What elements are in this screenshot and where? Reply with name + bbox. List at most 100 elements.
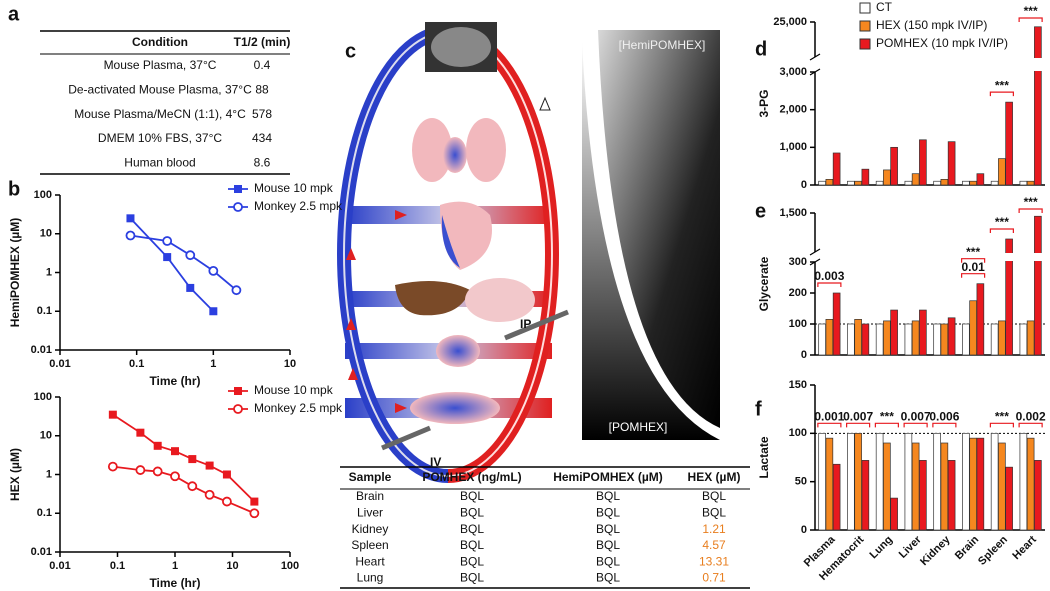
- table-cell: 1.21: [702, 522, 726, 536]
- table-header: Sample: [349, 470, 392, 484]
- legend-label: Monkey 2.5 mpk: [254, 199, 343, 213]
- marker: [209, 307, 218, 316]
- y-tick-label: 25,000: [773, 16, 807, 28]
- table-cell: 0.4: [254, 58, 271, 72]
- significance-label: ***: [966, 245, 980, 259]
- marker: [233, 202, 243, 212]
- route-label: IP: [520, 317, 531, 331]
- y-tick-label: 100: [34, 391, 52, 403]
- marker: [233, 404, 243, 414]
- legend-swatch: [859, 2, 871, 14]
- bar: [890, 497, 898, 531]
- bar: [883, 169, 891, 186]
- bar: [1026, 320, 1035, 356]
- marker: [107, 461, 118, 472]
- bar: [919, 139, 927, 186]
- series-line: [112, 465, 255, 515]
- bar: [998, 158, 1006, 186]
- bar: [998, 442, 1006, 531]
- bar: [904, 180, 913, 186]
- table-header: T1/2 (min): [234, 35, 291, 49]
- bar: [875, 432, 884, 531]
- marker: [188, 455, 197, 464]
- bar: [825, 179, 834, 186]
- marker: [234, 185, 242, 193]
- bar: [919, 460, 927, 531]
- legend-swatch: [859, 38, 871, 50]
- bar: [940, 179, 949, 186]
- bar: [1005, 101, 1013, 186]
- significance-label: ***: [995, 410, 1009, 424]
- bar: [969, 180, 977, 186]
- x-tick-label: Heart: [1010, 533, 1039, 562]
- axis-break-mark: [809, 258, 821, 266]
- axis-break: [809, 253, 1045, 261]
- legend-label: HEX (150 mpk IV/IP): [876, 18, 987, 32]
- bar: [1026, 180, 1035, 186]
- bar: [825, 437, 834, 531]
- y-tick-label: 1: [46, 468, 52, 480]
- x-tick-label: Kidney: [918, 533, 953, 568]
- bar: [919, 309, 927, 356]
- bar: [1019, 323, 1028, 356]
- x-tick-label: 10: [226, 560, 238, 572]
- y-axis-label: HEX (µM): [8, 448, 22, 501]
- significance-bracket: [817, 282, 842, 287]
- bar: [933, 323, 941, 356]
- panel-label: a: [8, 3, 20, 25]
- marker: [249, 508, 260, 519]
- bar: [998, 320, 1006, 356]
- marker: [187, 481, 198, 492]
- marker: [234, 387, 242, 395]
- y-tick-label: 1,500: [779, 207, 807, 219]
- y-axis-label: HemiPOMHEX (µM): [8, 218, 22, 328]
- bar: [1019, 180, 1028, 186]
- x-tick-label: 0.1: [129, 358, 144, 370]
- y-tick-label: 100: [34, 189, 52, 201]
- marker: [185, 250, 196, 261]
- x-axis-label: Time (hr): [149, 374, 200, 388]
- significance-bracket: [846, 422, 871, 428]
- table-cell: BQL: [460, 571, 484, 585]
- bar: [1019, 432, 1028, 531]
- significance-label: 0.003: [814, 269, 844, 283]
- marker: [170, 471, 180, 482]
- table-cell: DMEM 10% FBS, 37°C: [98, 131, 223, 145]
- table-cell: 88: [255, 82, 269, 96]
- bar: [861, 323, 870, 356]
- y-tick-label: 0: [801, 349, 807, 361]
- x-tick-label: 1: [210, 358, 216, 370]
- bar: [1034, 26, 1042, 186]
- significance-label: ***: [1024, 4, 1038, 18]
- legend-label: Mouse 10 mpk: [254, 383, 334, 397]
- table-cell: BQL: [596, 554, 620, 568]
- marker: [208, 265, 219, 276]
- panel-label: c: [345, 40, 356, 62]
- table-cell: 0.71: [702, 571, 726, 585]
- table-cell: 13.31: [699, 554, 729, 568]
- significance-label: 0.002: [1016, 410, 1046, 424]
- bar: [933, 180, 941, 186]
- bar: [847, 323, 855, 356]
- marker: [126, 214, 135, 223]
- table-cell: BQL: [460, 522, 484, 536]
- axis-break: [809, 58, 1045, 71]
- bar: [875, 180, 884, 186]
- significance-bracket: [903, 422, 928, 428]
- marker: [250, 497, 259, 506]
- marker: [204, 489, 215, 500]
- table-cell: Liver: [357, 505, 383, 519]
- table-cell: Mouse Plasma/MeCN (1:1), 4°C: [74, 107, 246, 121]
- series-line: [112, 413, 255, 503]
- table-cell: Human blood: [124, 155, 195, 169]
- marker: [162, 236, 173, 246]
- significance-bracket: [817, 422, 842, 428]
- bar: [825, 319, 834, 356]
- marker: [231, 285, 242, 296]
- bar: [904, 323, 913, 356]
- significance-label: ***: [995, 215, 1009, 229]
- bar: [990, 323, 999, 356]
- y-tick-label: 0: [801, 524, 807, 536]
- x-tick-label: 0.01: [49, 560, 70, 572]
- axis-break-mark: [809, 248, 821, 256]
